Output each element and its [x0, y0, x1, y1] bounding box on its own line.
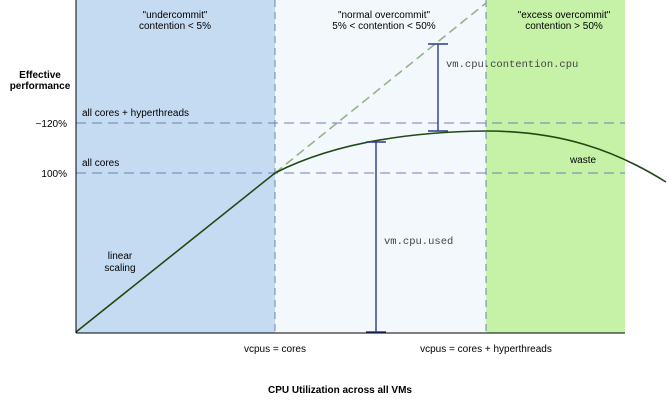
- zone-normal-overcommit: [275, 0, 486, 333]
- used-metric-label: vm.cpu.used: [384, 236, 453, 248]
- x-tick-vcpus-hyperthreads: vcpus = cores + hyperthreads: [420, 344, 552, 355]
- zone-excess-title: "excess overcommit": [518, 10, 611, 21]
- contention-measure-bar: [428, 43, 448, 132]
- y-axis-title-line1: Effective: [19, 70, 61, 81]
- linear-scaling-label-line1: linear: [108, 251, 133, 262]
- zone-normal-subtitle: 5% < contention < 50%: [332, 21, 436, 32]
- hyperthreads-level-label: all cores + hyperthreads: [82, 108, 189, 119]
- zone-excess-subtitle: contention > 50%: [525, 21, 603, 32]
- tick-120-label: ~120%: [36, 119, 68, 130]
- y-axis-title-line2: performance: [10, 81, 71, 92]
- linear-scaling-label-line2: scaling: [104, 263, 135, 274]
- zone-normal-title: "normal overcommit": [338, 10, 431, 21]
- contention-metric-label: vm.cpu.contention.cpu: [446, 59, 578, 71]
- x-tick-vcpus-cores: vcpus = cores: [244, 344, 306, 355]
- zone-undercommit-subtitle: contention < 5%: [139, 21, 211, 32]
- x-axis-title: CPU Utilization across all VMs: [268, 385, 412, 396]
- effective-performance-curve: [75, 130, 667, 333]
- zone-excess-overcommit: [486, 0, 625, 333]
- ideal-scaling-line: [274, 2, 487, 174]
- used-measure-bar: [366, 141, 386, 333]
- tick-100-label: 100%: [41, 169, 67, 180]
- cores-level-label: all cores: [82, 158, 119, 169]
- zone-undercommit: [76, 0, 275, 333]
- zone-undercommit-title: "undercommit": [143, 10, 208, 21]
- waste-label: waste: [569, 155, 597, 166]
